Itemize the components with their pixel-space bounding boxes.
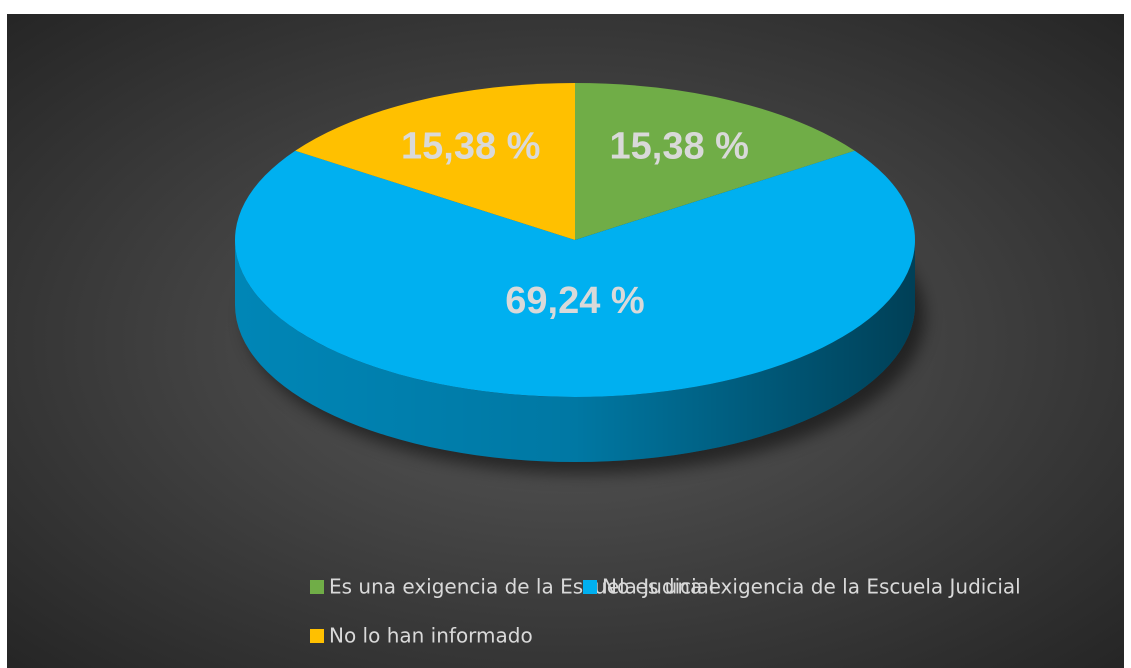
legend-swatch — [583, 580, 597, 594]
legend-swatch — [310, 629, 324, 643]
legend-label: No es una exigencia de la Escuela Judici… — [602, 575, 1021, 599]
slice — [295, 83, 575, 240]
legend-label: No lo han informado — [329, 624, 533, 648]
side-shade — [235, 240, 915, 462]
data-label: 15,38 % — [610, 125, 749, 167]
legend-label: Es una exigencia de la Escuela Judicial — [329, 575, 715, 599]
legend: Es una exigencia de la Escuela JudicialN… — [310, 575, 1021, 648]
slice — [575, 83, 855, 240]
data-label: 69,24 % — [505, 280, 644, 322]
slice — [235, 150, 916, 397]
legend-swatch — [310, 580, 324, 594]
pie: 15,38 % 69,24 % 15,38 % — [235, 83, 925, 474]
data-label: 15,38 % — [401, 125, 540, 167]
